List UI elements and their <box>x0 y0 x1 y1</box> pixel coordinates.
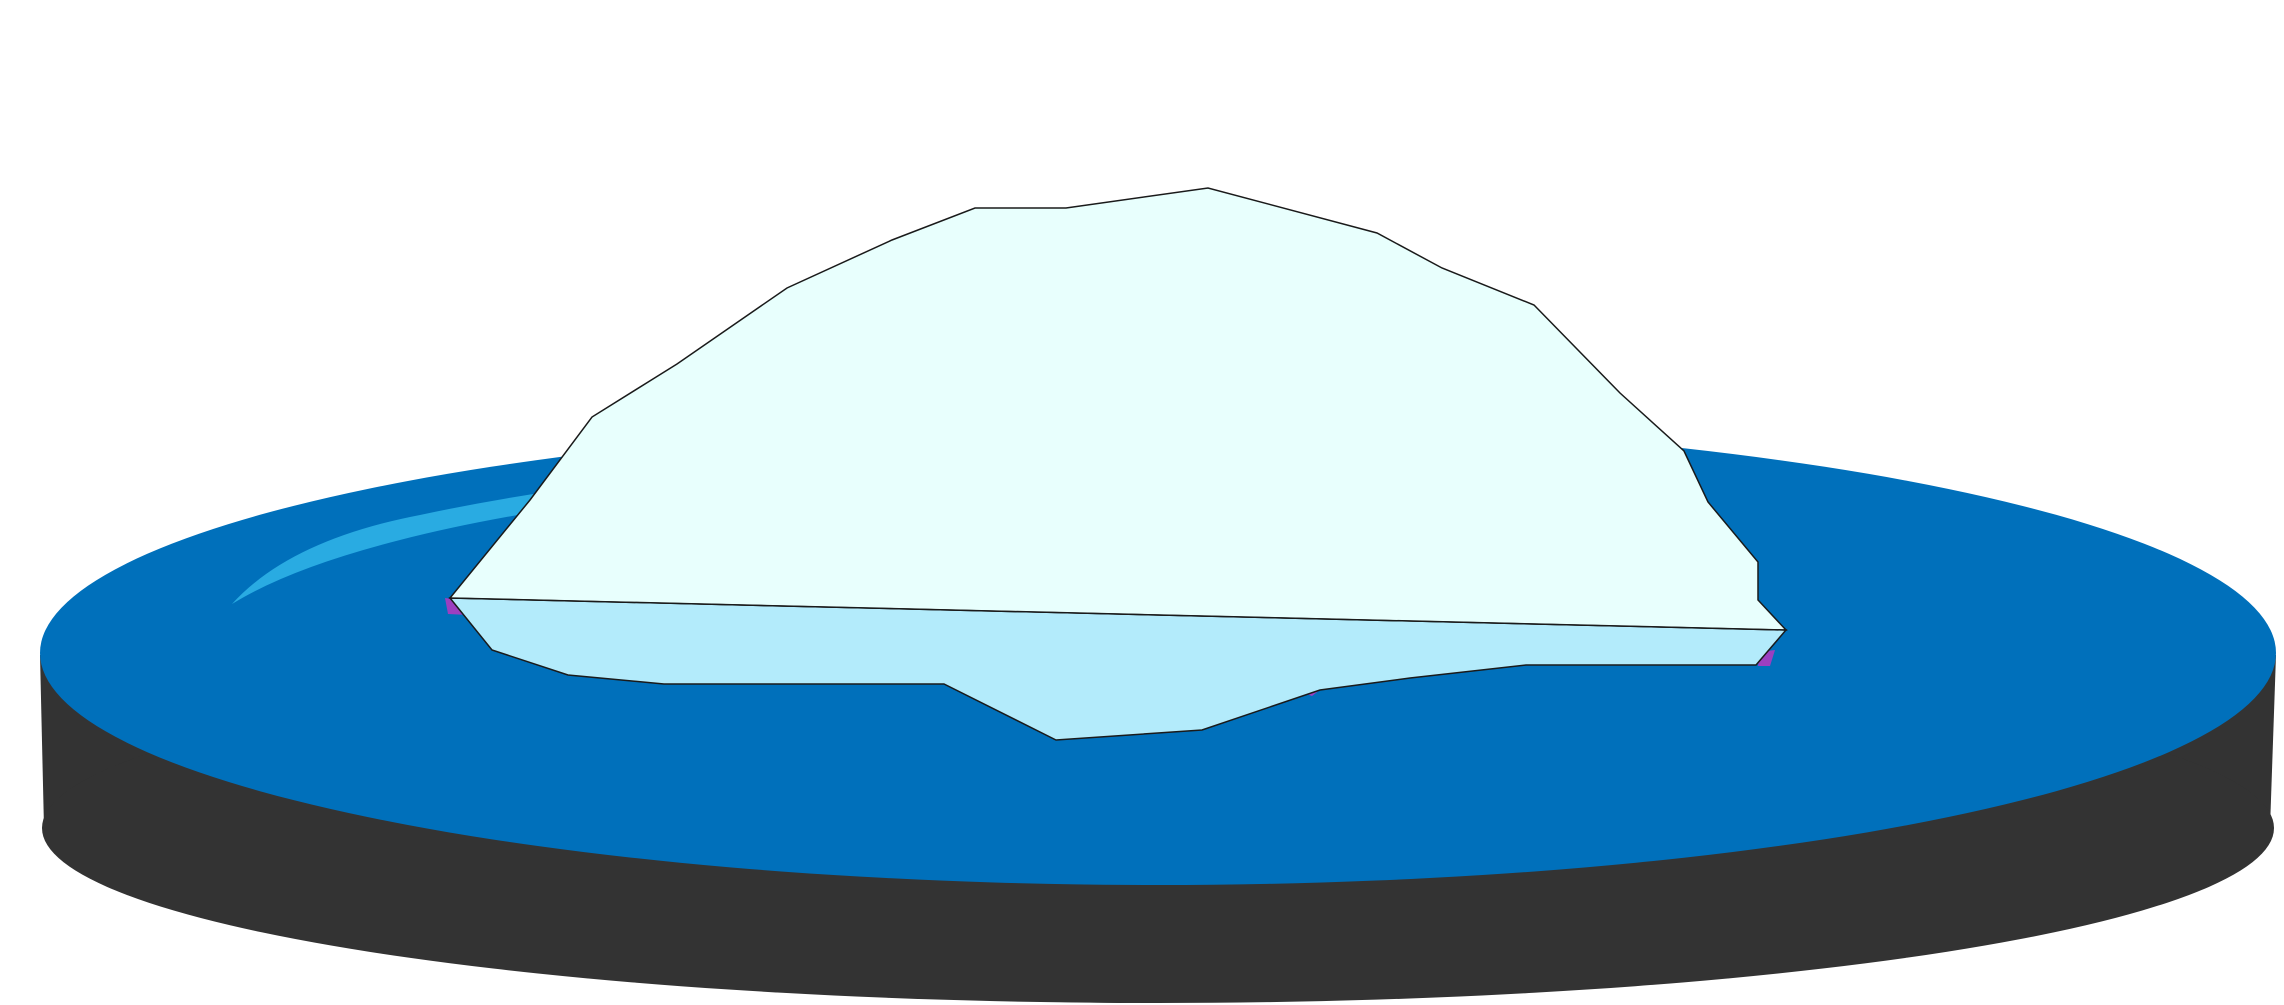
water-highlight <box>232 490 560 604</box>
iceberg-front-face <box>448 597 1788 741</box>
iceberg-top-face <box>448 187 1788 631</box>
iceberg-waterline-edge <box>449 597 1787 631</box>
